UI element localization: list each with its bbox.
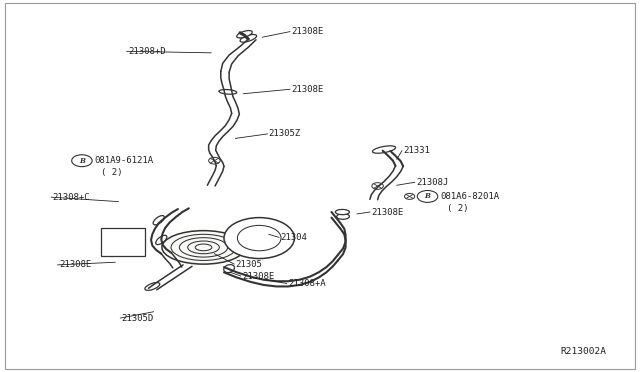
Ellipse shape [335,209,349,215]
Text: 21304: 21304 [280,233,307,242]
Bar [101,228,145,256]
Text: 21308E: 21308E [371,208,403,217]
Ellipse shape [219,90,237,94]
Text: B: B [424,192,431,201]
Circle shape [404,193,415,199]
Ellipse shape [153,216,164,225]
Text: 21305: 21305 [236,260,262,269]
Ellipse shape [237,31,252,38]
Text: 21331: 21331 [403,146,430,155]
Text: 21308J: 21308J [416,178,448,187]
Circle shape [417,190,438,202]
Text: 21308+D: 21308+D [128,47,166,56]
Circle shape [72,155,92,167]
Text: B: B [79,157,85,165]
Text: 21308E: 21308E [59,260,91,269]
Text: ( 2): ( 2) [447,204,468,213]
Text: 21308E: 21308E [242,272,274,280]
Text: 21308+C: 21308+C [52,193,90,202]
Ellipse shape [372,146,396,153]
Text: ( 2): ( 2) [101,168,123,177]
Circle shape [209,157,220,164]
Text: 081A6-8201A: 081A6-8201A [440,192,499,201]
Ellipse shape [145,283,160,290]
Text: 081A9-6121A: 081A9-6121A [95,156,154,165]
Text: R213002A: R213002A [560,347,606,356]
Text: 21308+A: 21308+A [288,279,326,288]
Text: 21308E: 21308E [291,85,323,94]
Ellipse shape [224,264,234,273]
Text: 21305D: 21305D [122,314,154,323]
Text: 21305Z: 21305Z [269,129,301,138]
Ellipse shape [240,35,257,42]
Circle shape [224,218,294,259]
Text: 21308E: 21308E [291,27,323,36]
Circle shape [372,183,383,189]
Ellipse shape [337,214,349,219]
Ellipse shape [156,235,167,244]
Ellipse shape [162,231,245,264]
